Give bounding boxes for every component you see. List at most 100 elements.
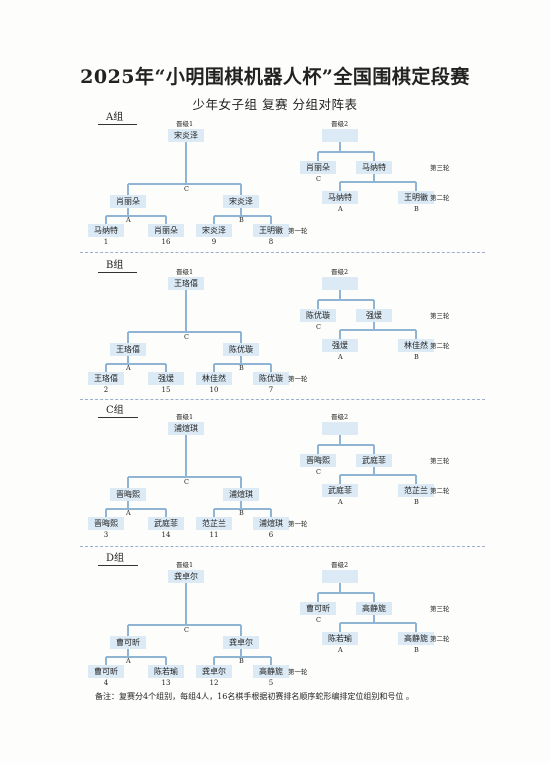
round1-label: 第一轮	[288, 227, 308, 235]
round1-player-box: 高静旎	[253, 665, 289, 678]
match-letter: A	[126, 509, 131, 517]
match-letter: B	[239, 364, 244, 372]
round1-player-box: 强煖	[148, 372, 184, 385]
seed-number: 1	[103, 238, 109, 246]
sub-round3-box: 晋晦熙	[300, 454, 336, 467]
final-left-box: 晋晦熙	[110, 488, 146, 501]
advance2-label: 晋级2	[331, 413, 349, 421]
round1-label: 第一轮	[288, 375, 308, 383]
final-right-box: 浦煊琪	[223, 488, 259, 501]
match-letter: C	[316, 175, 321, 183]
advance2-label: 晋级2	[331, 120, 349, 128]
advance2-label: 晋级2	[331, 268, 349, 276]
round1-label: 第一轮	[288, 668, 308, 676]
match-letter: B	[414, 205, 419, 213]
round1-player-box: 王明徽	[253, 224, 289, 237]
seed-number: 10	[209, 386, 219, 394]
group-label: C组	[98, 405, 138, 418]
advance1-label: 晋级1	[176, 120, 194, 128]
winner-box: 龚卓尔	[168, 570, 204, 583]
seed-number: 8	[268, 238, 274, 246]
group-label: B组	[98, 260, 138, 273]
match-letter: A	[126, 364, 131, 372]
sub-round3-box: 陈优璇	[300, 309, 336, 322]
bracket-group: D组 晋级1 龚卓尔 C 曹可昕 龚卓尔 A B 曹可昕 4 陈若瑜 13 龚卓尔 12 高静旎 5 第一轮 晋级…	[0, 553, 550, 693]
seed-number: 3	[103, 531, 109, 539]
round1-player-box: 林佳然	[196, 372, 232, 385]
match-letter: A	[126, 657, 131, 665]
advance2-empty-box	[322, 129, 358, 142]
seed-number: 16	[161, 238, 171, 246]
bracket-lines	[105, 435, 417, 518]
sub-round3-box: 肖丽朵	[300, 161, 336, 174]
round1-player-box: 马纳特	[88, 224, 124, 237]
round3-label: 第三轮	[430, 164, 450, 172]
seed-number: 11	[209, 531, 219, 539]
round1-player-box: 肖丽朵	[148, 224, 184, 237]
seed-number: 7	[268, 386, 274, 394]
round1-player-box: 浦煊琪	[253, 517, 289, 530]
advance1-label: 晋级1	[176, 413, 194, 421]
sub-round2-box: 陈若瑜	[322, 632, 358, 645]
seed-number: 12	[209, 679, 219, 687]
match-letter: A	[338, 646, 343, 654]
match-letter: A	[338, 498, 343, 506]
seed-number: 5	[268, 679, 274, 687]
match-letter: C	[184, 333, 189, 341]
footnote: 备注：复赛分4个组别，每组4人，16名棋手根据初赛排名顺序蛇形编排定位组别和号位…	[95, 692, 414, 701]
bracket-group: B组 晋级1 王珞僖 C 王珞僖 陈优璇 A B 王珞僖 2 强煖 15 林佳然 10 陈优璇 7 第一轮 晋级2…	[0, 260, 550, 400]
round1-label: 第一轮	[288, 520, 308, 528]
group-separator	[80, 546, 485, 547]
seed-number: 15	[161, 386, 171, 394]
final-right-box: 宋炎泽	[223, 195, 259, 208]
seed-number: 14	[161, 531, 171, 539]
sub-round3-box: 高静旎	[356, 602, 392, 615]
sub-round2-box: 林佳然	[398, 339, 434, 352]
sub-round3-box: 武庭菲	[356, 454, 392, 467]
advance2-empty-box	[322, 570, 358, 583]
seed-number: 4	[103, 679, 109, 687]
seed-number: 6	[268, 531, 274, 539]
sub-round2-box: 范芷兰	[398, 484, 434, 497]
match-letter: B	[239, 509, 244, 517]
match-letter: C	[316, 468, 321, 476]
final-left-box: 曹可昕	[110, 636, 146, 649]
advance1-label: 晋级1	[176, 268, 194, 276]
advance2-empty-box	[322, 422, 358, 435]
round3-label: 第三轮	[430, 312, 450, 320]
page-title: 2025年“小明围棋机器人杯”全国围棋定段赛	[80, 66, 470, 88]
match-letter: B	[414, 498, 419, 506]
group-label: D组	[98, 553, 139, 566]
final-right-box: 陈优璇	[223, 343, 259, 356]
match-letter: A	[338, 353, 343, 361]
sub-round3-box: 曹可昕	[300, 602, 336, 615]
round3-label: 第三轮	[430, 457, 450, 465]
round2-label: 第二轮	[430, 635, 450, 643]
match-letter: A	[126, 216, 131, 224]
bracket-lines	[105, 290, 417, 373]
group-label: A组	[98, 112, 138, 125]
advance2-empty-box	[322, 277, 358, 290]
group-separator	[80, 252, 485, 253]
match-letter: B	[414, 353, 419, 361]
match-letter: C	[316, 323, 321, 331]
sub-round2-box: 马纳特	[322, 191, 358, 204]
round1-player-box: 晋晦熙	[88, 517, 124, 530]
match-letter: C	[184, 626, 189, 634]
match-letter: C	[316, 616, 321, 624]
bracket-group: C组 晋级1 浦煊琪 C 晋晦熙 浦煊琪 A B 晋晦熙 3 武庭菲 14 范芷兰 11 浦煊琪 6 第一轮 晋级…	[0, 405, 550, 545]
sub-round3-box: 马纳特	[356, 161, 392, 174]
round1-player-box: 宋炎泽	[196, 224, 232, 237]
round1-player-box: 武庭菲	[148, 517, 184, 530]
round2-label: 第二轮	[430, 342, 450, 350]
round2-label: 第二轮	[430, 194, 450, 202]
sub-round2-box: 高静旎	[398, 632, 434, 645]
sub-round2-box: 强煖	[322, 339, 358, 352]
match-letter: B	[239, 657, 244, 665]
final-left-box: 肖丽朵	[110, 195, 146, 208]
round1-player-box: 陈若瑜	[148, 665, 184, 678]
round1-player-box: 曹可昕	[88, 665, 124, 678]
bracket-lines	[105, 583, 417, 666]
sub-round3-box: 强煖	[356, 309, 392, 322]
advance2-label: 晋级2	[331, 561, 349, 569]
